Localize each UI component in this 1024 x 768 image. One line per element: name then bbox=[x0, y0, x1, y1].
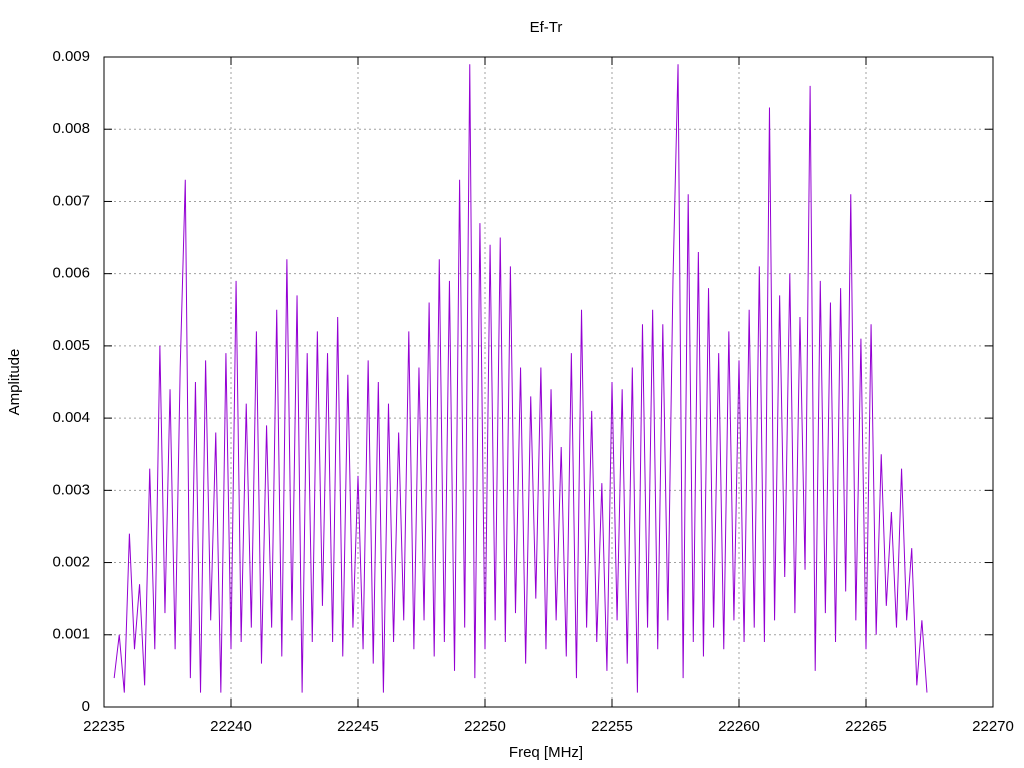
y-tick-label: 0.007 bbox=[52, 192, 90, 209]
y-tick-label: 0.001 bbox=[52, 626, 90, 643]
y-tick-label: 0.005 bbox=[52, 337, 90, 354]
x-tick-label: 22270 bbox=[972, 718, 1014, 735]
x-axis-label: Freq [MHz] bbox=[509, 744, 583, 761]
y-tick-label: 0.002 bbox=[52, 554, 90, 571]
y-tick-label: 0.006 bbox=[52, 265, 90, 282]
chart-title: Ef-Tr bbox=[530, 19, 563, 36]
x-tick-label: 22235 bbox=[83, 718, 125, 735]
x-tick-label: 22255 bbox=[591, 718, 633, 735]
data-line bbox=[113, 64, 928, 693]
x-tick-label: 22250 bbox=[464, 718, 506, 735]
y-tick-label: 0.004 bbox=[52, 409, 90, 426]
x-tick-label: 22245 bbox=[337, 718, 379, 735]
y-tick-label: 0.009 bbox=[52, 48, 90, 65]
x-tick-label: 22240 bbox=[210, 718, 252, 735]
y-axis-label: Amplitude bbox=[6, 349, 23, 416]
plot bbox=[113, 64, 928, 693]
x-tick-label: 22260 bbox=[718, 718, 760, 735]
plot-border bbox=[103, 56, 994, 708]
y-tick-label: 0.008 bbox=[52, 120, 90, 137]
y-tick-label: 0.003 bbox=[52, 481, 90, 498]
x-tick-label: 22265 bbox=[845, 718, 887, 735]
y-tick-label: 0 bbox=[82, 698, 90, 715]
